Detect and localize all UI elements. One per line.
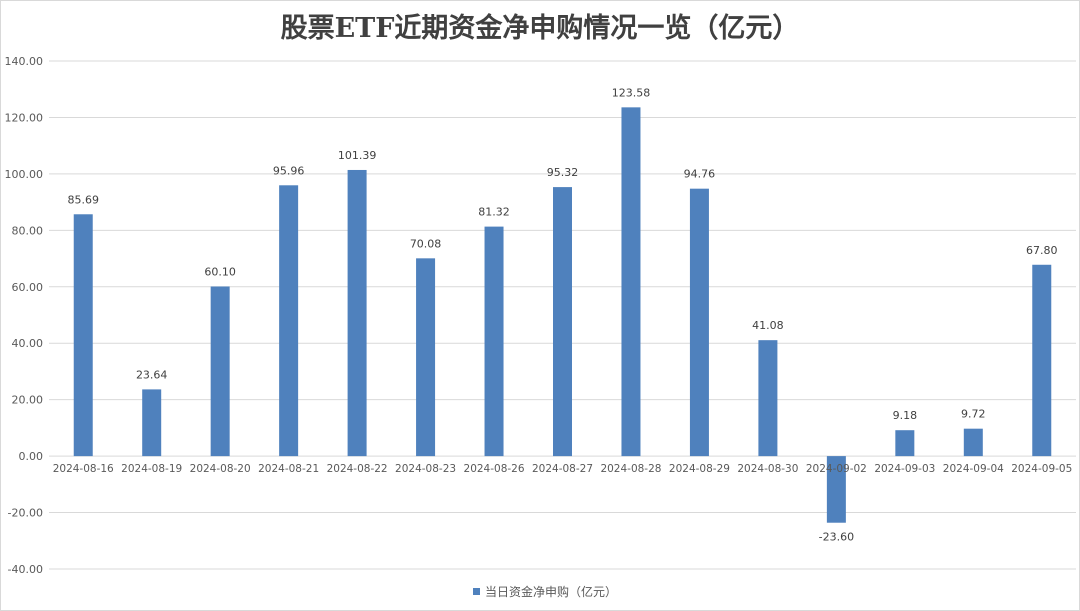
bar — [963, 428, 983, 457]
bar — [142, 389, 162, 457]
y-axis-ticks: 140.00 120.00 100.00 80.00 60.00 40.00 20.00 0.… — [5, 55, 44, 576]
x-tick-label: 2024-08-16 — [53, 463, 114, 475]
data-label: 9.18 — [893, 409, 918, 422]
chart-title: 股票ETF近期资金净申购情况一览（亿元） — [281, 12, 800, 44]
data-label: 9.72 — [961, 408, 986, 421]
bar — [689, 188, 709, 457]
bar — [347, 169, 367, 457]
data-label: 81.32 — [478, 206, 510, 219]
x-axis-ticks: 2024-08-16 2024-08-19 2024-08-20 2024-08-21… — [53, 463, 1073, 475]
x-tick-label: 2024-08-21 — [258, 463, 319, 475]
x-tick-label: 2024-08-22 — [327, 463, 388, 475]
bar — [895, 430, 915, 457]
y-tick-label: -20.00 — [8, 507, 43, 520]
y-tick-label: 120.00 — [5, 111, 44, 124]
x-tick-label: 2024-09-03 — [874, 463, 935, 475]
bar — [621, 107, 641, 457]
x-tick-label: 2024-08-26 — [464, 463, 525, 475]
bar — [758, 340, 778, 457]
data-label: 123.58 — [612, 86, 651, 99]
x-tick-label: 2024-09-02 — [806, 463, 867, 475]
x-tick-label: 2024-08-23 — [395, 463, 456, 475]
data-label: 94.76 — [684, 168, 716, 181]
data-label: 23.64 — [136, 368, 168, 381]
legend-swatch — [473, 588, 480, 595]
x-tick-label: 2024-08-28 — [600, 463, 661, 475]
y-tick-label: 100.00 — [5, 168, 44, 181]
x-tick-label: 2024-09-05 — [1011, 463, 1072, 475]
bars — [73, 107, 1052, 523]
bar — [553, 187, 572, 457]
y-tick-label: 60.00 — [12, 281, 44, 294]
x-tick-label: 2024-09-04 — [943, 463, 1004, 475]
y-tick-label: 140.00 — [5, 55, 44, 68]
x-tick-label: 2024-08-27 — [532, 463, 593, 475]
data-labels: 85.69 23.64 60.10 95.96 101.39 70.08 81.32 95.3… — [67, 86, 1057, 543]
bar — [484, 226, 504, 457]
y-tick-label: -40.00 — [8, 563, 43, 576]
y-tick-label: 40.00 — [12, 337, 44, 350]
x-tick-label: 2024-08-30 — [737, 463, 798, 475]
y-tick-label: 0.00 — [19, 450, 44, 463]
bar — [279, 185, 299, 457]
y-tick-label: 20.00 — [12, 394, 44, 407]
data-label: -23.60 — [819, 531, 854, 544]
bar — [210, 286, 230, 457]
bar — [416, 258, 436, 457]
bar — [1032, 264, 1052, 457]
x-tick-label: 2024-08-19 — [121, 463, 182, 475]
bar — [826, 456, 846, 523]
data-label: 95.96 — [273, 164, 305, 177]
data-label: 60.10 — [204, 265, 236, 278]
data-label: 85.69 — [67, 193, 99, 206]
legend: 当日资金净申购（亿元） — [473, 584, 617, 599]
x-tick-label: 2024-08-20 — [190, 463, 251, 475]
data-label: 70.08 — [410, 237, 442, 250]
data-label: 101.39 — [338, 149, 377, 162]
data-label: 41.08 — [752, 319, 784, 332]
bar — [73, 214, 93, 457]
y-tick-label: 80.00 — [12, 224, 44, 237]
x-tick-label: 2024-08-29 — [669, 463, 730, 475]
legend-label: 当日资金净申购（亿元） — [485, 584, 617, 599]
data-label: 67.80 — [1026, 244, 1058, 257]
data-label: 95.32 — [547, 166, 579, 179]
